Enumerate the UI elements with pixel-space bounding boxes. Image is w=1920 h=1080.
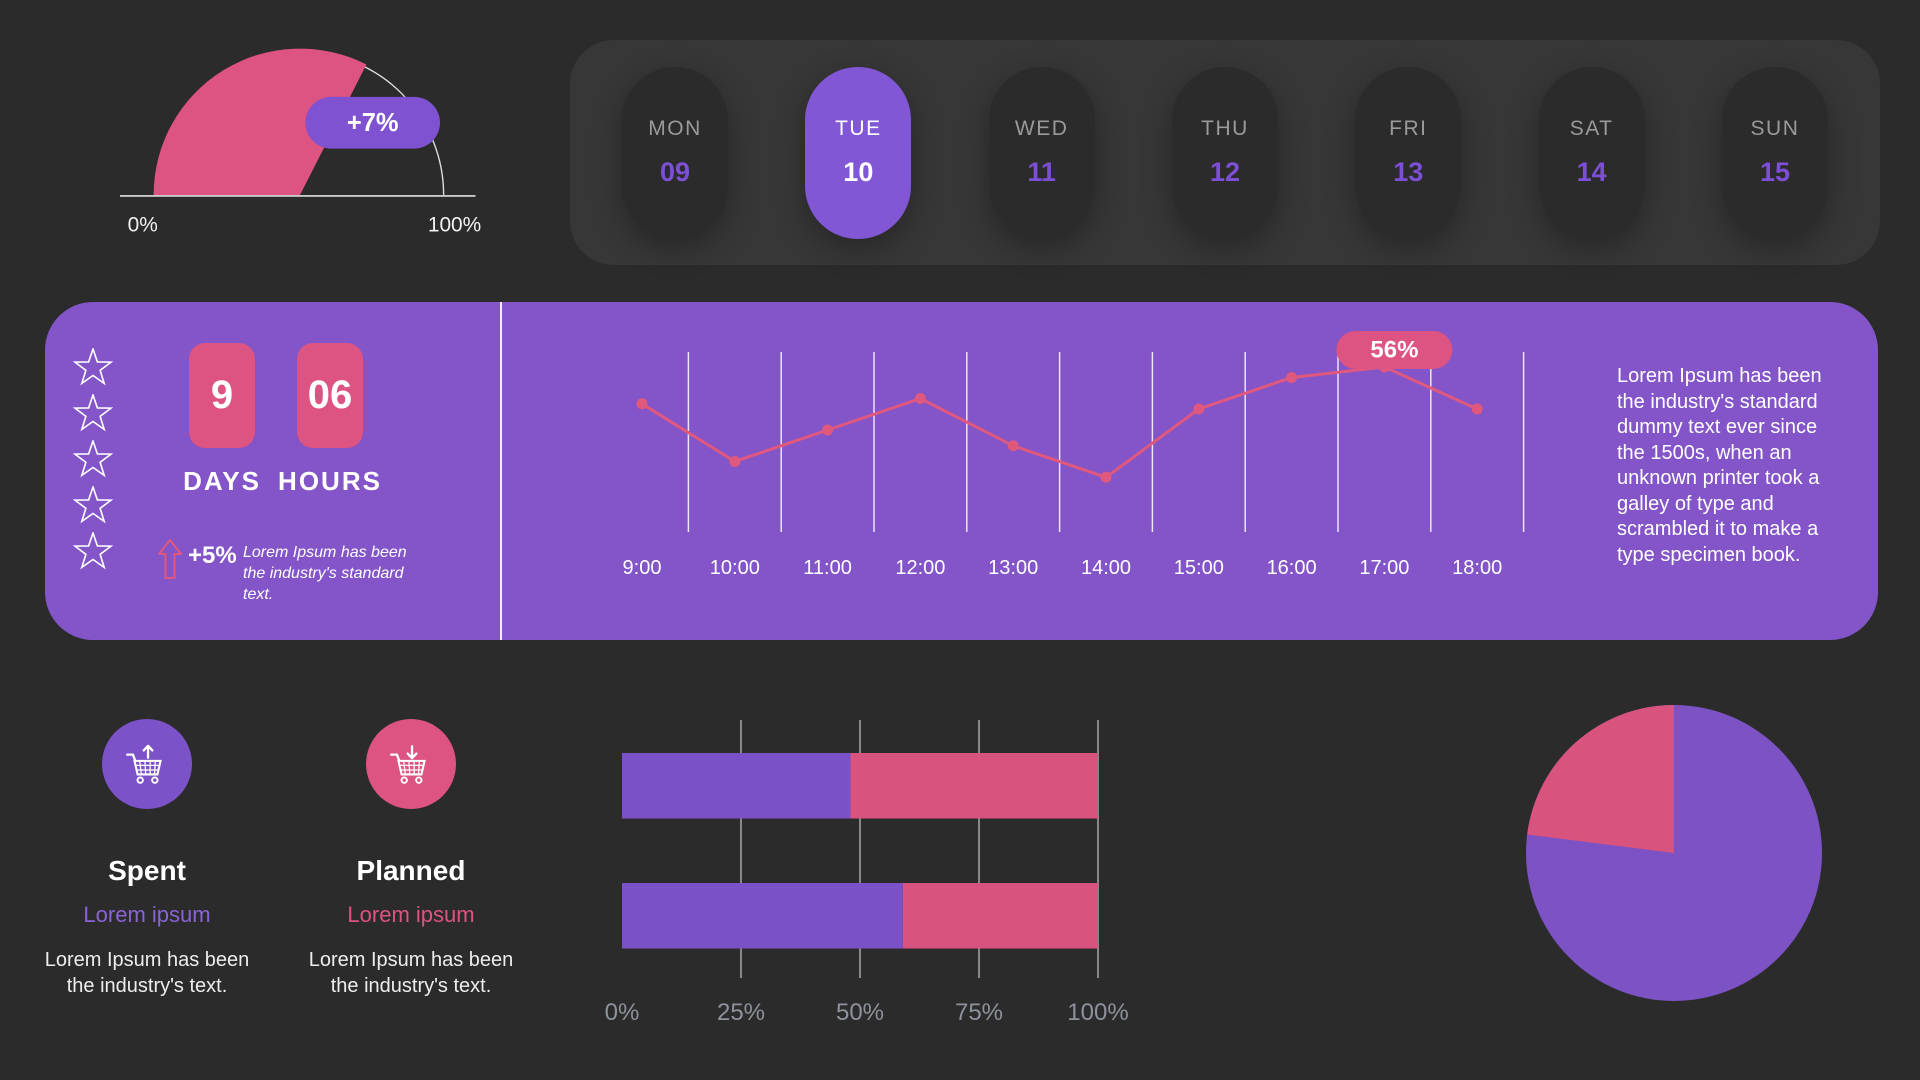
data-point: [636, 398, 648, 410]
days-label: DAYS: [183, 466, 261, 496]
x-tick-label: 11:00: [803, 557, 852, 579]
line-series: [641, 365, 1478, 479]
bar-segment-purple: [622, 753, 851, 819]
star-icon: [73, 532, 113, 570]
x-tick-label: 14:00: [1081, 557, 1131, 579]
gauge-max-label: 100%: [428, 213, 481, 236]
x-tick-label: 100%: [1067, 999, 1128, 1026]
day-name: THU: [1201, 117, 1249, 140]
data-point: [1471, 403, 1483, 415]
summary-panel: 9 06 DAYS HOURS +5% Lorem Ipsum has been…: [45, 302, 1878, 640]
day-name: WED: [1014, 117, 1069, 140]
star-icon: [73, 348, 113, 386]
spent-title: Spent: [108, 855, 186, 886]
day-name: MON: [648, 117, 702, 140]
cart-arrow-up-icon: [102, 719, 192, 809]
bar-segment-pink: [850, 753, 1098, 819]
rating-stars: [73, 348, 113, 572]
data-point: [914, 393, 926, 404]
hourly-line-chart: 9:00 10:00 11:00 12:00 13:00 14:00 15:00 16:00 1…: [623, 331, 1525, 579]
hours-card: 06: [297, 343, 363, 448]
x-tick-label: 12:00: [895, 557, 945, 579]
days-value: 9: [210, 373, 234, 417]
planned-body: Lorem Ipsum has been the industry's text…: [308, 949, 514, 997]
x-tick-label: 50%: [836, 999, 884, 1026]
spent-subtitle: Lorem ipsum: [83, 902, 211, 927]
day-name: FRI: [1389, 117, 1428, 140]
day-number: 12: [1209, 157, 1240, 187]
data-point: [729, 456, 741, 467]
bar-segment-pink: [902, 883, 1098, 949]
data-point: [1007, 440, 1019, 452]
pie-slice-pink: [1527, 705, 1674, 853]
day-name: SAT: [1569, 117, 1614, 140]
star-icon: [73, 486, 113, 524]
x-tick-label: 18:00: [1452, 557, 1502, 579]
x-tick-label: 16:00: [1267, 557, 1317, 579]
day-name: SUN: [1750, 117, 1800, 140]
planned-metric: Planned Lorem ipsum Lorem Ipsum has been…: [271, 715, 551, 999]
data-point: [822, 424, 834, 436]
x-tick-label: 15:00: [1174, 557, 1224, 579]
x-tick-label: 10:00: [710, 557, 760, 579]
x-tick-label: 75%: [955, 999, 1003, 1026]
stacked-bar-chart: 0% 25% 50% 75% 100%: [605, 720, 1129, 1026]
x-tick-label: 13:00: [988, 557, 1038, 579]
day-name: TUE: [835, 117, 882, 140]
star-icon: [73, 440, 113, 478]
gauge-fill: [153, 48, 367, 195]
arrow-up-icon: [158, 539, 182, 579]
gauge-badge-label: +7%: [347, 109, 399, 137]
data-point: [1286, 372, 1298, 383]
x-tick-label: 25%: [717, 999, 765, 1026]
gauge-min-label: 0%: [128, 213, 158, 236]
day-number: 09: [659, 157, 691, 187]
delta-note: Lorem Ipsum has been the industry's stan…: [243, 544, 407, 603]
planned-subtitle: Lorem ipsum: [347, 902, 475, 927]
day-pill-tue[interactable]: TUE 10: [805, 66, 912, 239]
gauge-badge: [305, 96, 440, 149]
cart-arrow-down-icon: [366, 719, 456, 809]
week-selector: MON 09 TUE 10 WED 11 THU 12 FRI 13 SAT 1…: [570, 40, 1880, 265]
x-tick-label: 17:00: [1359, 557, 1409, 579]
day-pill-fri[interactable]: FRI 13: [1355, 66, 1462, 239]
gauge-chart: 0% 100% +7%: [120, 48, 481, 236]
x-tick-label: 0%: [605, 999, 640, 1026]
spent-metric: Spent Lorem ipsum Lorem Ipsum has been t…: [7, 715, 287, 999]
spent-body: Lorem Ipsum has been the industry's text…: [44, 949, 250, 997]
planned-title: Planned: [356, 855, 466, 886]
day-number: 14: [1576, 157, 1607, 187]
data-point: [1100, 471, 1112, 483]
day-pill-sun[interactable]: SUN 15: [1721, 66, 1828, 239]
day-pill-sat[interactable]: SAT 14: [1538, 66, 1645, 239]
bar-segment-purple: [622, 883, 903, 949]
day-number: 10: [843, 157, 874, 187]
data-point: [1193, 403, 1205, 415]
delta-value: +5%: [188, 542, 237, 569]
day-number: 15: [1759, 157, 1790, 187]
line-annotation-label: 56%: [1370, 337, 1418, 364]
days-card: 9: [189, 343, 255, 448]
hours-label: HOURS: [278, 466, 382, 496]
star-icon: [73, 394, 113, 432]
panel-divider: [500, 302, 502, 640]
day-pill-wed[interactable]: WED 11: [988, 66, 1095, 239]
pie-chart: [1526, 705, 1822, 1001]
day-number: 13: [1393, 157, 1424, 187]
day-number: 11: [1027, 157, 1056, 187]
line-annotation-badge: [1336, 331, 1453, 369]
hours-value: 06: [307, 373, 353, 417]
panel-description: Lorem Ipsum has been the industry's stan…: [1617, 365, 1822, 566]
x-tick-label: 9:00: [623, 557, 662, 579]
day-pill-thu[interactable]: THU 12: [1171, 66, 1278, 239]
day-pill-mon[interactable]: MON 09: [622, 66, 728, 239]
